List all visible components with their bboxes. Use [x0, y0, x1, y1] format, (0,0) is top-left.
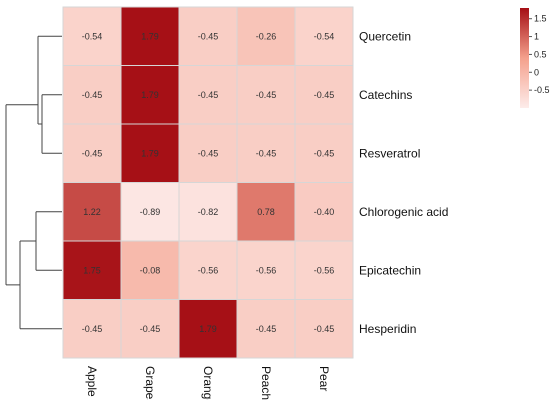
cell-value-label: -0.54 [82, 31, 103, 41]
cell-value-label: 1.79 [199, 324, 217, 334]
cell-value-label: -0.45 [198, 148, 219, 158]
cell-value-label: -0.45 [140, 324, 161, 334]
heatmap-cell [236, 240, 296, 300]
heatmap-cell [62, 240, 122, 300]
cell-value-label: -0.45 [314, 324, 335, 334]
heatmap-cell [236, 65, 296, 125]
cell-value-label: -0.89 [140, 207, 161, 217]
heatmap-cell [294, 299, 354, 359]
cell-value-label: 0.78 [257, 207, 275, 217]
heatmap-cell [236, 299, 296, 359]
row-label: Hesperidin [359, 322, 416, 336]
heatmap-cell [62, 123, 122, 183]
heatmap-cell [178, 6, 238, 66]
heatmap-cell [178, 240, 238, 300]
heatmap-cell [178, 65, 238, 125]
cell-value-label: -0.08 [140, 265, 161, 275]
heatmap-cell [178, 182, 238, 242]
cell-value-label: -0.82 [198, 207, 219, 217]
cell-value-label: -0.45 [198, 90, 219, 100]
cell-value-label: -0.56 [256, 265, 277, 275]
legend-tick-label: 1.5 [534, 14, 547, 24]
heatmap-cell [178, 123, 238, 183]
cell-value-label: -0.45 [256, 324, 277, 334]
column-label: Grapes [143, 366, 157, 400]
heatmap-cell [294, 123, 354, 183]
row-label: Epicatechin [359, 263, 421, 277]
color-legend: 1.5 1 0.5 0 -0.5 [520, 8, 550, 108]
cell-value-label: 1.79 [141, 31, 159, 41]
row-label: Quercetin [359, 29, 411, 43]
column-label: Peach [259, 366, 273, 400]
heatmap-cell [294, 182, 354, 242]
cell-value-label: 1.79 [141, 148, 159, 158]
legend-tick-label: -0.5 [534, 85, 550, 95]
row-label: Chlorogenic acid [359, 205, 448, 219]
cell-value-label: -0.45 [314, 148, 335, 158]
column-label: Orange [201, 366, 215, 400]
cell-value-label: 1.22 [83, 207, 101, 217]
row-labels: Quercetin Catechins Resveratrol Chlorogenic… [359, 29, 448, 336]
cell-value-label: -0.45 [198, 31, 219, 41]
row-label: Resveratrol [359, 146, 420, 160]
column-label: Pear [317, 366, 331, 391]
cell-value-label: 1.79 [141, 90, 159, 100]
row-label: Catechins [359, 88, 412, 102]
cell-value-label: -0.56 [198, 265, 219, 275]
heatmap-cell [178, 299, 238, 359]
legend-tick-label: 1 [534, 32, 539, 42]
heatmap-cell [236, 6, 296, 66]
column-label: Apple [85, 366, 99, 397]
legend-tick-label: 0 [534, 67, 539, 77]
heatmap-cell [120, 123, 180, 183]
cell-value-label: 1.75 [83, 265, 101, 275]
heatmap-cell [236, 182, 296, 242]
heatmap-cell [120, 299, 180, 359]
column-labels: Apple Grapes Orange Peach Pear [85, 366, 331, 400]
heatmap-cell [294, 65, 354, 125]
cell-value-label: -0.26 [256, 31, 277, 41]
heatmap-cell [236, 123, 296, 183]
cell-value-label: -0.45 [82, 324, 103, 334]
cell-value-label: -0.54 [314, 31, 335, 41]
cell-value-label: -0.56 [314, 265, 335, 275]
heatmap-cells: -0.54 1.79 -0.45 -0.26 -0.54 -0.45 1.79 -0.45 -0… [62, 6, 354, 359]
cell-value-label: -0.45 [256, 148, 277, 158]
cell-value-label: -0.45 [82, 90, 103, 100]
cell-value-label: -0.45 [82, 148, 103, 158]
cell-value-label: -0.45 [256, 90, 277, 100]
heatmap-cell [62, 6, 122, 66]
cell-value-label: -0.45 [314, 90, 335, 100]
heatmap-cell [120, 182, 180, 242]
row-dendrogram [5, 35, 62, 330]
legend-color-bar [520, 8, 529, 108]
cell-value-label: -0.40 [314, 207, 335, 217]
legend-tick-label: 0.5 [534, 49, 547, 59]
